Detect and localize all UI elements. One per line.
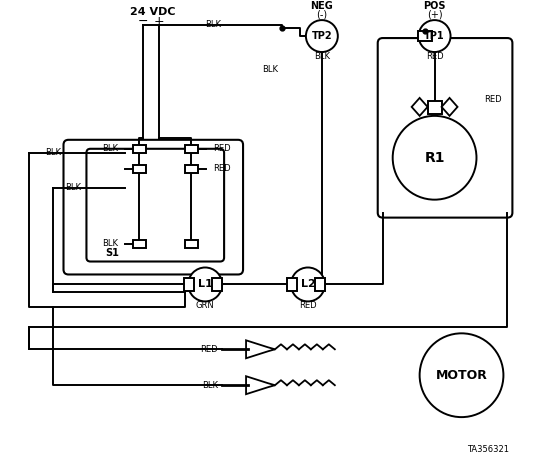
Circle shape [392,116,476,200]
Text: RED: RED [213,164,231,173]
Bar [134,145,146,153]
Circle shape [419,20,451,52]
Circle shape [188,268,222,301]
Bar [185,165,198,173]
Bar [185,145,198,153]
Text: −: − [138,14,148,28]
Text: MOTOR: MOTOR [436,369,488,382]
Text: RED: RED [484,95,501,105]
Text: BLK: BLK [103,239,119,248]
Polygon shape [442,98,458,116]
Bar [212,278,222,291]
Text: BLK: BLK [66,183,82,192]
Text: RED: RED [213,144,231,153]
Bar [418,31,431,41]
Text: RED: RED [426,51,443,61]
Text: RED: RED [299,301,317,310]
Text: TA356321: TA356321 [467,445,509,453]
Text: TP2: TP2 [311,31,332,41]
Text: BLK: BLK [202,381,218,389]
Text: R1: R1 [425,151,445,165]
Text: 24 VDC: 24 VDC [130,7,175,17]
Text: NEG: NEG [310,1,333,11]
Bar [428,101,442,114]
Text: L1: L1 [198,279,213,290]
Text: BLK: BLK [262,65,278,74]
Text: GRN: GRN [196,301,215,310]
Text: S1: S1 [105,248,119,257]
Text: RED: RED [200,345,218,354]
Text: BLK: BLK [205,20,221,28]
Text: BLK: BLK [314,51,330,61]
Text: (+): (+) [427,9,442,19]
Bar [134,240,146,248]
Circle shape [420,333,504,417]
Bar [315,278,325,291]
Bar [184,278,194,291]
Polygon shape [412,98,428,116]
Text: BLK: BLK [103,144,119,153]
Text: POS: POS [423,1,446,11]
Circle shape [291,268,325,301]
Text: +: + [154,14,164,28]
Bar [134,165,146,173]
Bar [287,278,297,291]
Circle shape [306,20,338,52]
Text: TP1: TP1 [425,31,445,41]
Text: BLK: BLK [45,149,61,157]
Text: (-): (-) [316,9,327,19]
Text: L2: L2 [301,279,315,290]
Bar [185,240,198,248]
